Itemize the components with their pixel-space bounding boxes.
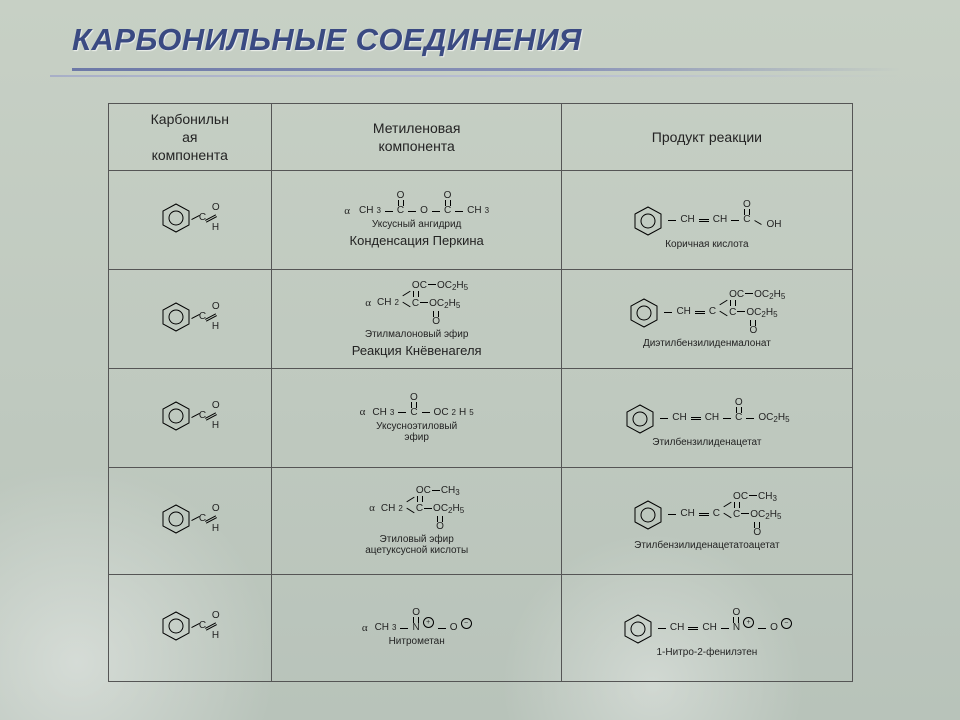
product-label: Этилбензилиденацетатоацетат <box>634 540 779 551</box>
product-label: 1-Нитро-2-фенилэтен <box>656 647 757 658</box>
product-label: Этилбензилиденацетат <box>652 437 761 448</box>
col-header-methylene: Метиленоваякомпонента <box>272 104 562 171</box>
table-row: OCH CH2 OCOC2H5 COC2H5O Этилмалоновый эф… <box>108 270 852 369</box>
product-structure: CHCHN+O− <box>622 599 792 645</box>
methylene-sublabel: Уксусноэтиловый эфир <box>376 421 457 443</box>
ethyl-acetoacetate-formula: CH2 OCCH3 COC2H5O <box>369 486 464 532</box>
methylene-sublabel: Нитрометан <box>389 636 445 647</box>
table-row: OCH CH3COC2H5 Уксусноэтиловый эфир CHCHC… <box>108 369 852 468</box>
benzaldehyde-structure: OCH <box>160 503 220 535</box>
methylene-sublabel: Уксусный ангидрид <box>372 219 462 230</box>
table-row: OCH CH3N+O− Нитрометан CHCHN+O− 1-Нитро-… <box>108 575 852 682</box>
cinnamic-acid-structure: CHCHCOH <box>632 191 781 237</box>
nitromethane-formula: CH3N+O− <box>362 609 472 635</box>
methylene-sublabel: Этиловый эфир ацетуксусной кислоты <box>365 534 468 556</box>
benzaldehyde-structure: OCH <box>160 400 220 432</box>
reaction-name: Реакция Кнёвенагеля <box>352 343 482 358</box>
product-label: Диэтилбензилиденмалонат <box>643 338 771 349</box>
product-structure: CHC OCOC2H5 COC2H5O <box>628 290 785 336</box>
methylene-sublabel: Этилмалоновый эфир <box>365 329 469 340</box>
col-header-carbonyl: Карбонильнаякомпонента <box>108 104 272 171</box>
title-underline <box>0 68 960 77</box>
diethyl-malonate-formula: CH2 OCOC2H5 COC2H5O <box>365 281 468 327</box>
product-label: Коричная кислота <box>665 239 748 250</box>
table-row: OCH CH3COCCH3 Уксусный ангидрид Конденса… <box>108 171 852 270</box>
ethyl-acetate-formula: CH3COC2H5 <box>360 393 474 419</box>
col-header-product: Продукт реакции <box>562 104 852 171</box>
reactions-table: Карбонильнаякомпонента Метиленоваякомпон… <box>108 103 853 682</box>
benzaldehyde-structure: OCH <box>160 610 220 642</box>
benzaldehyde-structure: OCH <box>160 202 220 234</box>
acetic-anhydride-formula: CH3COCCH3 <box>344 192 489 218</box>
page-title: КАРБОНИЛЬНЫЕ СОЕДИНЕНИЯ <box>72 22 582 57</box>
reaction-name: Конденсация Перкина <box>350 233 484 248</box>
product-structure: CHC OCCH3 COC2H5O <box>632 492 781 538</box>
product-structure: CHCHCOC2H5 <box>624 389 789 435</box>
table-row: OCH CH2 OCCH3 COC2H5O Этиловый эфир ацет… <box>108 468 852 575</box>
benzaldehyde-structure: OCH <box>160 301 220 333</box>
